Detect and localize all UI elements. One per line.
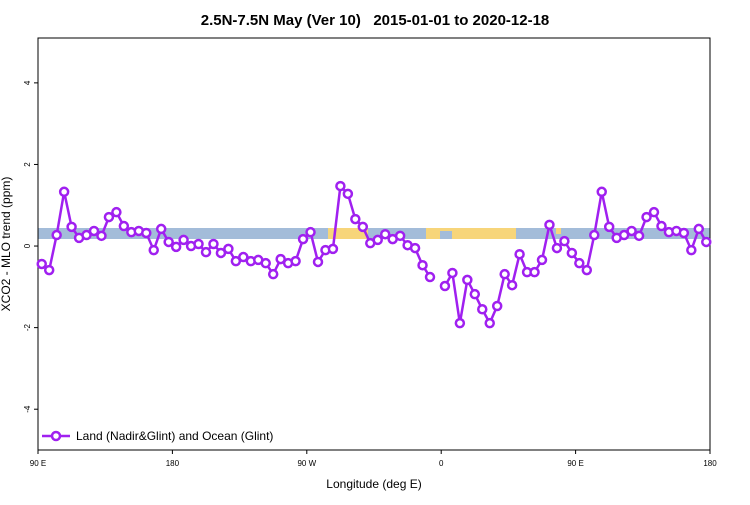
x-tick-label: 0 bbox=[439, 459, 444, 468]
y-tick-label: 2 bbox=[23, 162, 32, 167]
data-point bbox=[477, 304, 488, 315]
data-point bbox=[141, 227, 152, 239]
data-point bbox=[589, 229, 600, 241]
x-tick-label: 90 W bbox=[297, 459, 316, 468]
data-point bbox=[648, 206, 660, 218]
data-point bbox=[462, 274, 473, 286]
data-point bbox=[148, 244, 159, 256]
data-point bbox=[118, 220, 130, 232]
x-tick-label: 180 bbox=[703, 459, 717, 468]
series-line bbox=[40, 183, 708, 326]
x-tick-label: 90 E bbox=[567, 459, 583, 468]
y-tick-label: -4 bbox=[23, 405, 32, 413]
data-point bbox=[43, 264, 55, 276]
y-axis-label: XCO2 - MLO trend (ppm) bbox=[0, 177, 13, 312]
data-point bbox=[454, 317, 466, 329]
data-point bbox=[618, 229, 630, 241]
data-point bbox=[559, 235, 570, 247]
data-point bbox=[417, 259, 428, 271]
data-point bbox=[163, 236, 174, 248]
data-point bbox=[574, 257, 585, 269]
data-point bbox=[260, 257, 271, 269]
data-point bbox=[88, 225, 100, 237]
data-point bbox=[327, 243, 339, 255]
x-tick-label: 180 bbox=[166, 459, 180, 468]
data-point bbox=[596, 186, 607, 198]
data-point bbox=[215, 247, 227, 259]
data-point bbox=[350, 213, 361, 225]
data-point bbox=[208, 238, 219, 250]
data-point bbox=[544, 219, 555, 231]
data-point bbox=[223, 243, 234, 255]
data-point bbox=[551, 242, 563, 254]
data-point bbox=[111, 206, 122, 218]
data-point bbox=[357, 221, 369, 233]
y-tick-label: -2 bbox=[23, 324, 32, 332]
data-point bbox=[447, 267, 458, 279]
x-axis-label: Longitude (deg E) bbox=[326, 477, 421, 491]
data-point bbox=[439, 280, 451, 292]
y-tick-label: 0 bbox=[23, 243, 32, 248]
data-point bbox=[297, 233, 309, 245]
data-point bbox=[678, 227, 690, 239]
data-point bbox=[58, 186, 70, 198]
data-point bbox=[536, 254, 548, 266]
data-point bbox=[36, 258, 47, 270]
data-point bbox=[484, 317, 495, 329]
data-point bbox=[275, 253, 286, 265]
data-point bbox=[200, 246, 212, 258]
data-point bbox=[409, 242, 421, 254]
y-tick-label: 4 bbox=[23, 80, 32, 85]
data-point bbox=[469, 288, 481, 300]
data-point bbox=[424, 271, 436, 283]
data-point bbox=[581, 264, 593, 276]
data-point bbox=[693, 223, 705, 235]
data-point bbox=[701, 236, 712, 248]
data-point bbox=[335, 180, 346, 192]
data-point bbox=[641, 211, 652, 223]
data-point bbox=[566, 247, 578, 259]
data-point bbox=[81, 229, 92, 241]
data-point bbox=[656, 220, 667, 232]
data-point bbox=[603, 221, 615, 233]
x-tick-label: 90 E bbox=[30, 459, 46, 468]
chart-title: 2.5N-7.5N May (Ver 10) 2015-01-01 to 202… bbox=[201, 12, 550, 29]
data-point bbox=[633, 230, 645, 242]
data-point bbox=[305, 226, 316, 238]
data-point bbox=[170, 241, 182, 253]
data-point bbox=[499, 268, 510, 280]
data-point bbox=[178, 234, 189, 246]
land-ocean-band bbox=[38, 228, 710, 239]
data-point bbox=[529, 266, 540, 278]
data-point bbox=[372, 234, 383, 246]
data-point bbox=[514, 248, 525, 260]
data-point bbox=[342, 188, 354, 200]
data-point bbox=[103, 211, 115, 223]
data-point bbox=[267, 268, 279, 280]
data-point bbox=[96, 230, 107, 242]
data-point bbox=[394, 230, 406, 242]
data-point bbox=[686, 244, 697, 256]
data-point bbox=[379, 228, 391, 240]
legend-label: Land (Nadir&Glint) and Ocean (Glint) bbox=[76, 429, 273, 443]
data-point bbox=[491, 300, 503, 312]
data-point bbox=[506, 279, 518, 291]
data-point bbox=[230, 255, 242, 267]
data-point bbox=[626, 225, 637, 237]
data-point bbox=[155, 223, 167, 235]
data-point bbox=[66, 221, 77, 233]
data-point bbox=[238, 251, 249, 263]
data-point bbox=[193, 238, 204, 250]
data-point bbox=[51, 229, 62, 241]
data-point bbox=[290, 255, 301, 267]
legend-marker bbox=[50, 430, 62, 442]
data-point bbox=[312, 256, 324, 268]
